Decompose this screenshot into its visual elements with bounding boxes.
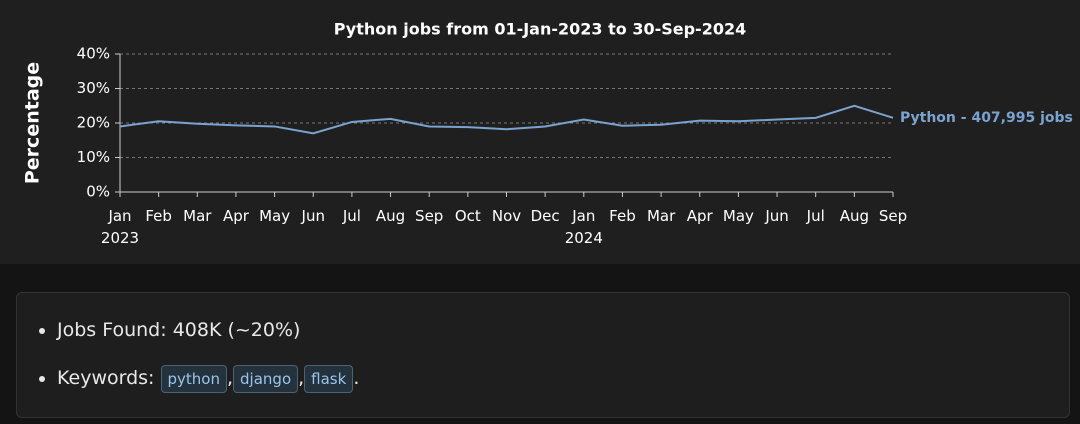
punctuation: . — [353, 367, 360, 389]
x-tick-label: Nov — [492, 207, 521, 225]
series-label: Python - 407,995 jobs — [900, 110, 1073, 126]
x-tick-label: Feb — [145, 207, 172, 225]
y-tick-label: 40% — [77, 45, 110, 63]
y-tick-label: 0% — [86, 183, 110, 201]
summary-panel: Jobs Found: 408K (~20%) Keywords: python… — [16, 292, 1070, 418]
x-tick-label: Jun — [301, 207, 325, 225]
keyword-badge: python — [160, 365, 227, 393]
x-tick-label: Mar — [183, 207, 212, 225]
x-tick-label: Sep — [879, 207, 907, 225]
x-tick-label: Apr — [223, 207, 250, 225]
y-axis-label: Percentage — [22, 62, 44, 184]
punctuation: , — [226, 367, 234, 389]
punctuation: , — [298, 367, 305, 389]
x-tick-label: Apr — [687, 207, 714, 225]
x-tick-label: Jul — [342, 207, 361, 225]
x-tick-label: Sep — [415, 207, 443, 225]
x-tick-label: Aug — [840, 207, 869, 225]
x-tick-label: Jul — [806, 207, 825, 225]
chart-title: Python jobs from 01-Jan-2023 to 30-Sep-2… — [334, 20, 746, 39]
x-tick-label: Feb — [609, 207, 636, 225]
chart-background — [0, 0, 1080, 264]
x-tick-label: May — [723, 207, 754, 225]
x-tick-label: May — [259, 207, 290, 225]
summary-list: Jobs Found: 408K (~20%) Keywords: python… — [17, 293, 1069, 396]
keywords: Keywords: python,django,flask. — [57, 361, 1069, 396]
keyword-badge: django — [233, 365, 299, 393]
chart: Python jobs from 01-Jan-2023 to 30-Sep-2… — [0, 0, 1080, 264]
y-tick-label: 20% — [77, 114, 110, 132]
x-tick-label: Jun — [764, 207, 788, 225]
line — [119, 104, 894, 135]
x-tick-label: Jan 2023 — [101, 207, 139, 247]
x-tick-label: Aug — [376, 207, 405, 225]
x-tick-label: Dec — [531, 207, 560, 225]
x-tick-label: Mar — [647, 207, 676, 225]
y-tick-label: 10% — [77, 148, 110, 166]
keywords-label: Keywords: — [57, 367, 155, 389]
jobs-found: Jobs Found: 408K (~20%) — [57, 313, 1069, 347]
x-tick-label: Jan 2024 — [565, 207, 603, 247]
x-tick-label: Oct — [455, 207, 481, 225]
y-tick-label: 30% — [77, 79, 110, 97]
keyword-badge: flask — [304, 365, 354, 393]
